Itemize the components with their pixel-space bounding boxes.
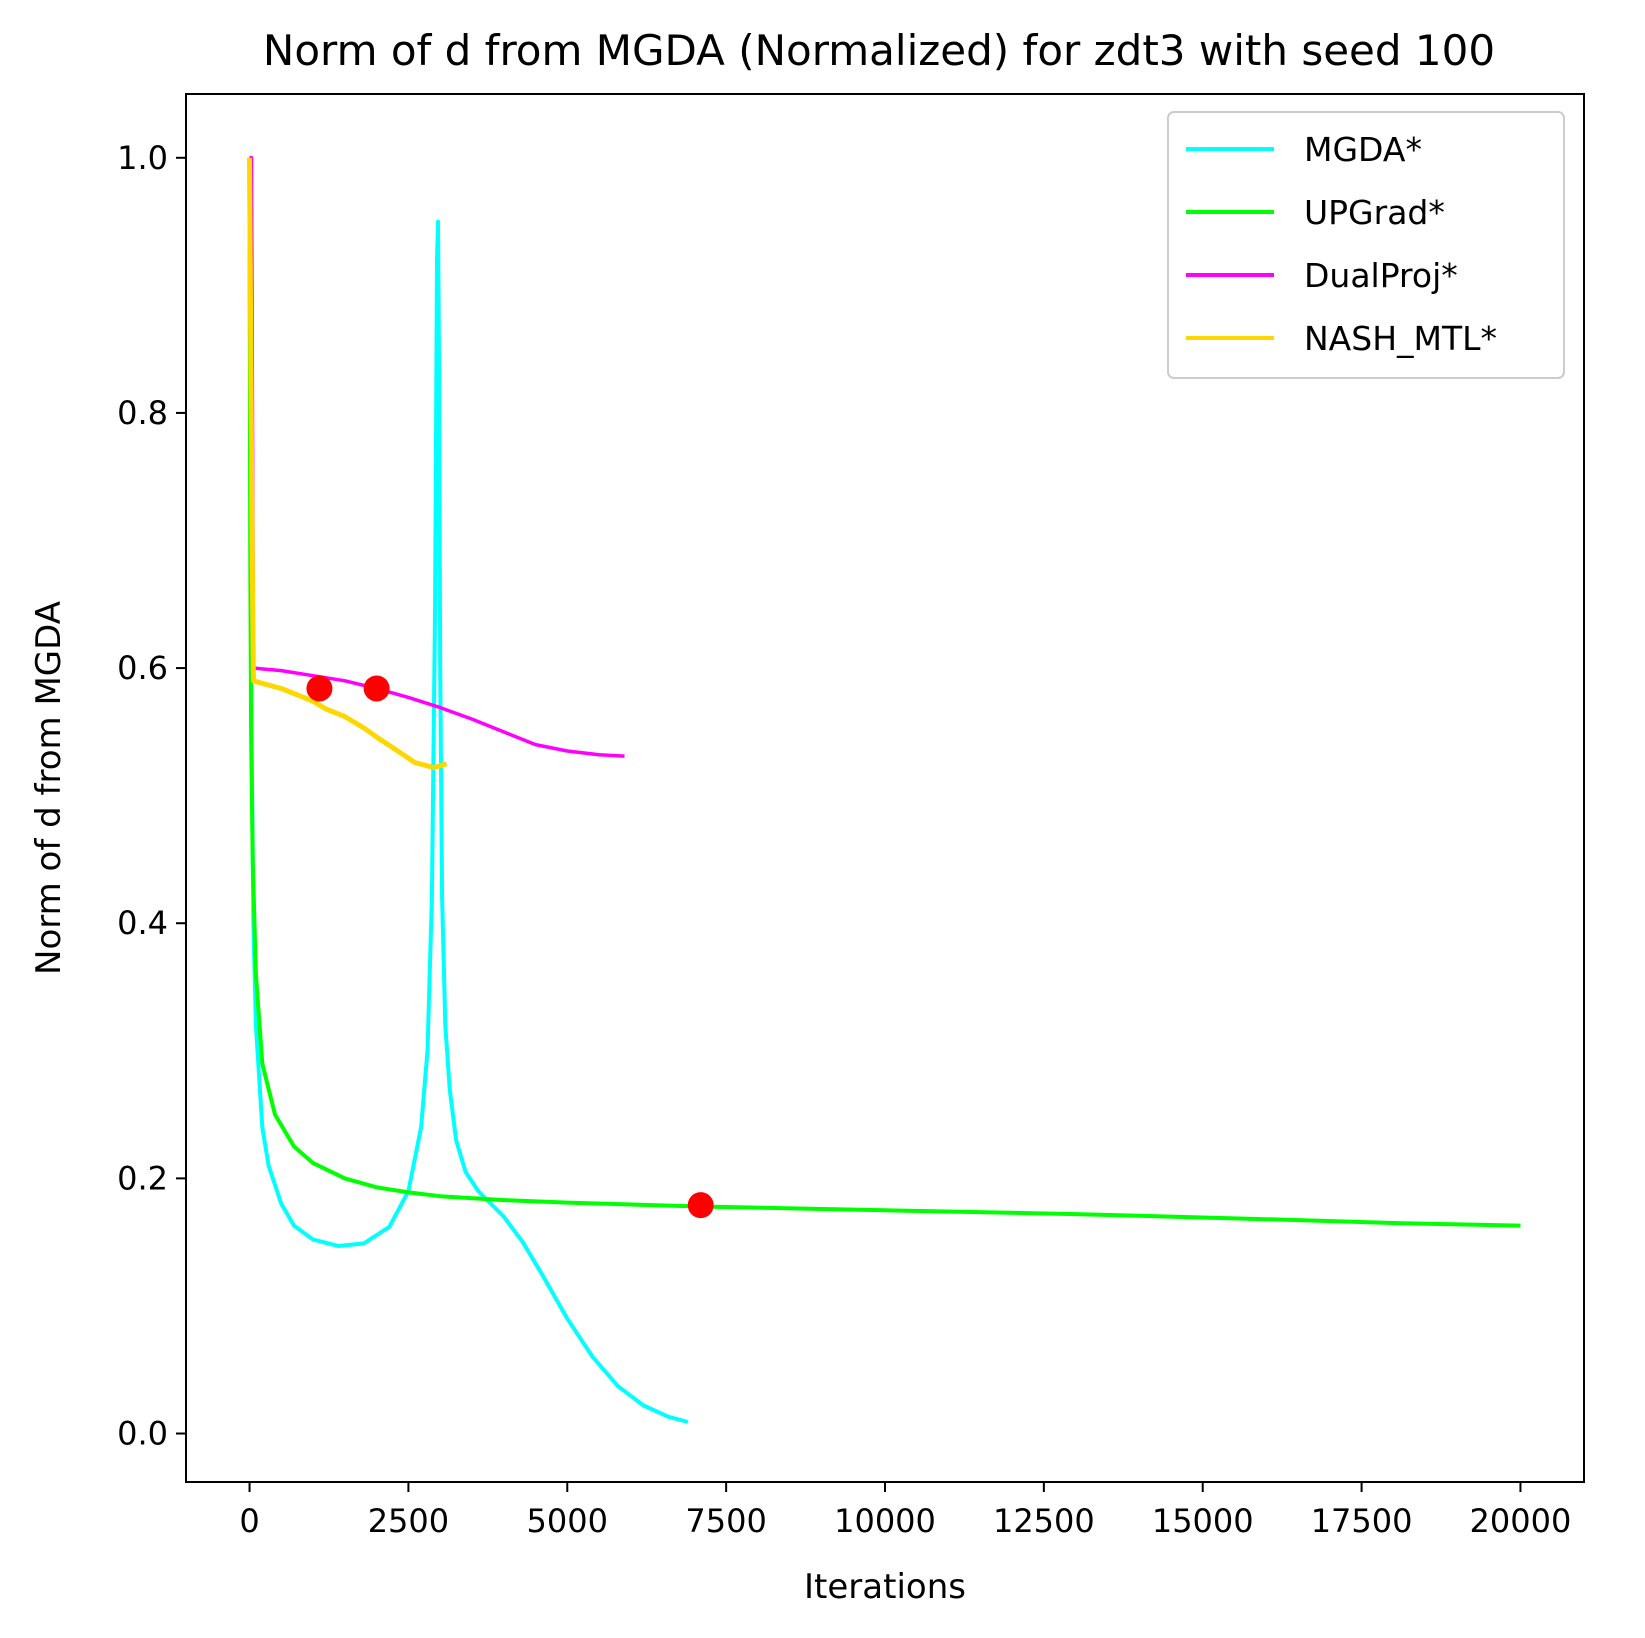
series-line-upgrad (247, 157, 1521, 1228)
x-tick-label: 2500 (368, 1502, 449, 1540)
legend-label-mgda: MGDA* (1304, 130, 1422, 169)
y-tick-label: 0.0 (117, 1415, 168, 1453)
y-axis-ticks: 0.0 0.2 0.4 0.6 0.8 1.0 (117, 139, 186, 1453)
series-layer (247, 155, 1521, 1424)
y-axis-label: Norm of d from MGDA (29, 601, 69, 975)
x-tick-label: 10000 (834, 1502, 936, 1540)
x-axis-ticks: 0 2500 5000 7500 10000 12500 15000 17500 20000 (239, 1482, 1571, 1540)
y-tick-label: 0.4 (117, 904, 168, 942)
x-tick-label: 15000 (1152, 1502, 1254, 1540)
y-tick-label: 1.0 (117, 139, 168, 177)
legend-label-nash-mtl: NASH_MTL* (1304, 319, 1497, 358)
y-tick-label: 0.6 (117, 649, 168, 687)
x-tick-label: 17500 (1311, 1502, 1413, 1540)
x-axis-label: Iterations (804, 1567, 966, 1607)
legend-label-dualproj: DualProj* (1304, 256, 1458, 295)
x-tick-label: 7500 (685, 1502, 766, 1540)
series-line-dualproj (249, 156, 625, 758)
legend-frame (1167, 111, 1565, 379)
x-tick-label: 0 (239, 1502, 259, 1540)
marker-layer (306, 675, 714, 1219)
x-tick-label: 12500 (993, 1502, 1095, 1540)
series-line-mgda (248, 155, 689, 1424)
x-tick-label: 20000 (1470, 1502, 1572, 1540)
series-line-nash-mtl (247, 157, 448, 771)
legend-label-upgrad: UPGrad* (1304, 193, 1445, 232)
marker-point (306, 675, 333, 702)
x-tick-label: 5000 (527, 1502, 608, 1540)
marker-point (687, 1192, 714, 1219)
legend: MGDA* UPGrad* DualProj* NASH_MTL* (1167, 111, 1565, 379)
chart-title: Norm of d from MGDA (Normalized) for zdt… (263, 26, 1495, 75)
y-tick-label: 0.8 (117, 394, 168, 432)
y-tick-label: 0.2 (117, 1159, 168, 1197)
marker-point (363, 675, 390, 702)
